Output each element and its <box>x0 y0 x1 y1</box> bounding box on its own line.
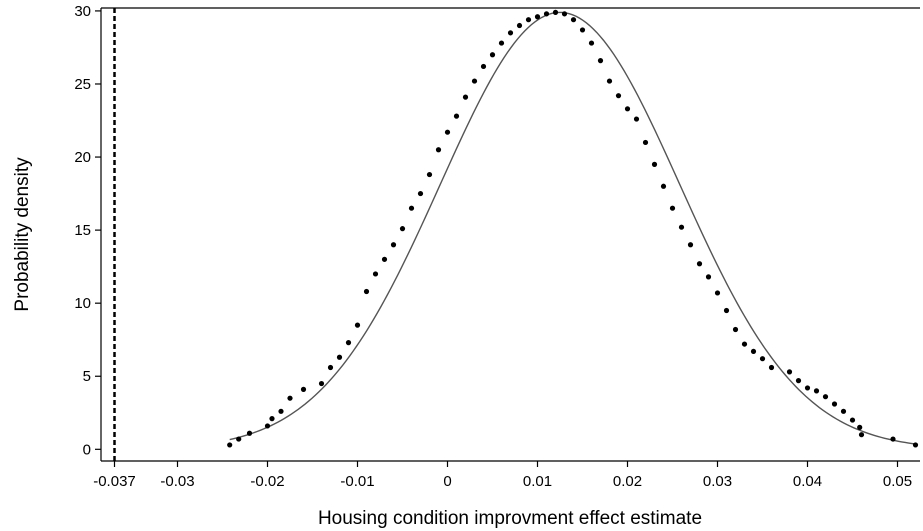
data-point <box>768 364 775 371</box>
data-point <box>534 14 541 20</box>
data-point <box>278 408 284 414</box>
data-point <box>849 417 856 423</box>
data-point <box>705 274 712 280</box>
data-point <box>633 116 640 122</box>
data-point <box>525 17 532 23</box>
data-point <box>516 22 523 29</box>
data-point <box>588 40 595 46</box>
x-tick-label: 0.04 <box>793 473 822 490</box>
data-point <box>269 416 275 422</box>
data-point <box>471 78 478 84</box>
data-point <box>462 94 469 100</box>
x-tick-label: 0.01 <box>523 473 552 490</box>
data-point <box>426 171 433 178</box>
x-tick-label: 0.03 <box>703 473 732 490</box>
data-point <box>480 63 487 70</box>
data-point <box>831 401 838 407</box>
data-point <box>498 40 505 46</box>
data-point <box>435 147 442 153</box>
data-point <box>489 52 496 58</box>
data-point <box>579 27 586 33</box>
data-point <box>570 17 577 23</box>
data-point <box>615 93 622 99</box>
x-axis-label: Housing condition improvment effect esti… <box>318 508 702 529</box>
x-tick-label: -0.037 <box>93 473 136 490</box>
y-tick-label: 15 <box>74 222 91 239</box>
data-point <box>417 190 424 197</box>
data-point <box>687 242 694 248</box>
data-point <box>381 256 388 262</box>
data-point <box>795 378 802 384</box>
x-tick-label: 0.02 <box>613 473 642 490</box>
data-point <box>723 307 730 314</box>
data-point <box>354 322 361 328</box>
data-point <box>453 113 460 119</box>
data-point <box>227 442 233 448</box>
data-point <box>372 271 379 277</box>
data-point <box>759 356 766 362</box>
data-point <box>642 139 649 146</box>
data-point <box>840 408 847 414</box>
data-point <box>624 106 631 112</box>
data-point <box>300 386 307 392</box>
data-point <box>246 430 253 436</box>
y-tick-label: 20 <box>74 149 91 166</box>
data-point <box>327 364 334 371</box>
data-point <box>804 385 811 391</box>
data-point <box>336 354 343 360</box>
data-point <box>741 341 748 347</box>
data-point <box>318 380 325 387</box>
data-point <box>345 340 352 346</box>
data-point <box>561 11 568 17</box>
data-point <box>408 205 415 211</box>
data-point <box>363 288 370 295</box>
plot-area <box>101 8 920 461</box>
data-point <box>264 423 271 429</box>
x-tick-label: 0.05 <box>883 473 912 490</box>
data-point <box>750 348 757 355</box>
data-point <box>606 78 613 84</box>
data-point <box>543 11 550 17</box>
data-point <box>669 205 676 211</box>
data-point <box>857 424 863 430</box>
data-point <box>890 436 896 442</box>
y-axis-label: Probability density <box>12 157 33 312</box>
data-point <box>678 224 685 230</box>
x-tick-label: 0 <box>443 473 451 490</box>
data-point <box>597 58 604 64</box>
y-tick-label: 5 <box>83 368 91 385</box>
data-point <box>507 30 514 36</box>
x-tick-label: -0.03 <box>160 473 194 490</box>
data-point <box>660 183 667 189</box>
data-point <box>287 395 293 401</box>
x-tick-label: -0.02 <box>250 473 284 490</box>
data-point <box>732 326 739 333</box>
data-point <box>912 442 919 448</box>
data-point <box>714 290 721 296</box>
data-point <box>813 388 820 394</box>
data-point <box>444 129 451 135</box>
fitted-curve <box>229 11 916 445</box>
data-point <box>822 394 829 400</box>
data-point <box>786 369 793 375</box>
y-tick-label: 25 <box>74 76 91 93</box>
data-point <box>399 226 406 232</box>
data-point <box>236 436 242 442</box>
data-point <box>552 9 559 15</box>
y-tick-label: 30 <box>74 3 91 20</box>
y-tick-label: 0 <box>83 441 91 458</box>
x-tick-label: -0.01 <box>340 473 374 490</box>
data-point <box>858 432 865 438</box>
data-point <box>651 161 658 167</box>
y-tick-label: 10 <box>74 295 91 312</box>
data-point <box>390 242 397 248</box>
data-point <box>696 261 703 267</box>
